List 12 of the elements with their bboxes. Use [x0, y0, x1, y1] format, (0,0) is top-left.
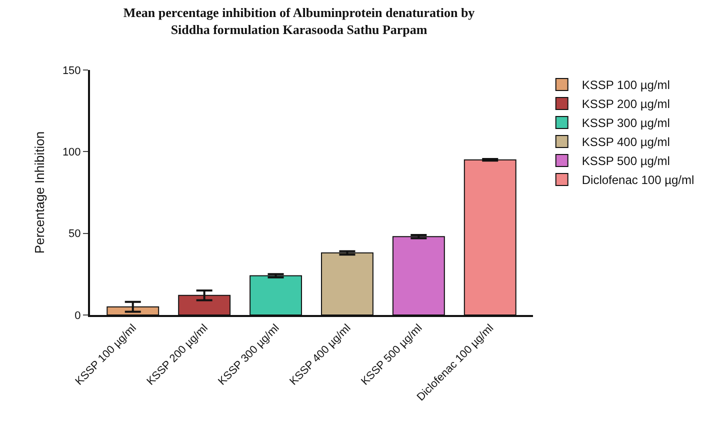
legend-label: KSSP 200 µg/ml	[582, 97, 670, 112]
legend-label: KSSP 500 µg/ml	[582, 154, 670, 168]
y-tick-label: 0	[74, 310, 81, 322]
legend-label: Diclofenac 100 µg/ml	[582, 173, 694, 188]
legend-label: KSSP 400 µg/ml	[582, 135, 670, 150]
y-axis-title: Percentage Inhibition	[32, 131, 47, 254]
legend-label: KSSP 300 µg/ml	[582, 116, 670, 130]
y-tick-label: 50	[68, 228, 81, 240]
y-tick-label: 100	[62, 146, 81, 159]
y-tick-label: 150	[62, 64, 81, 77]
legend-label: KSSP 100 µg/ml	[582, 78, 670, 92]
chart-title: Mean percentage inhibition of Albuminprotein denaturation by Siddha formulation Karasooda Sathu Parpam	[123, 5, 476, 37]
